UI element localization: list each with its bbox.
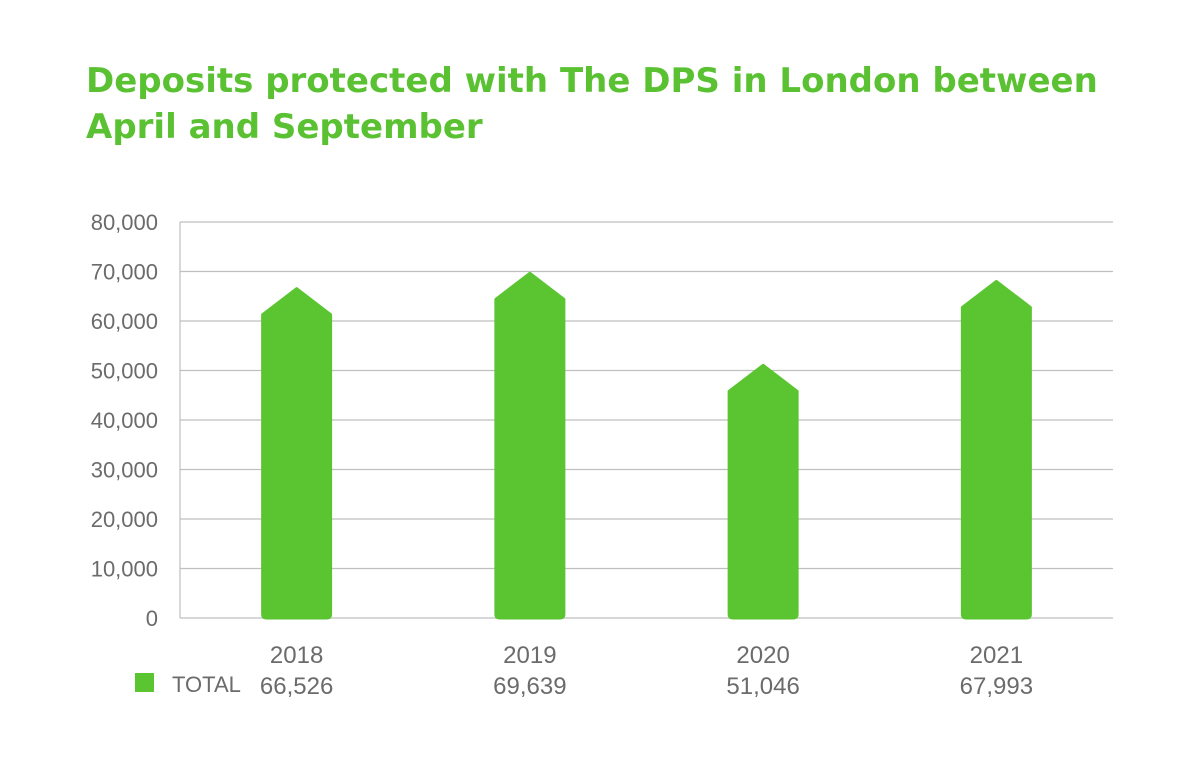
x-category-label: 2018 (270, 642, 323, 669)
bar-2018 (261, 287, 333, 620)
x-axis-labels: 2018 66,526 2019 69,639 2020 51,046 2021 67,993 (260, 642, 1033, 700)
legend-swatch-total (135, 673, 154, 692)
y-tick-label: 30,000 (91, 458, 158, 483)
y-tick-label: 10,000 (91, 557, 158, 582)
legend-label-total: TOTAL (172, 672, 241, 697)
y-tick-label: 40,000 (91, 408, 158, 433)
data-value-label: 67,993 (960, 673, 1033, 700)
chart-title-line-1: Deposits protected with The DPS in Londo… (86, 61, 1098, 101)
data-value-label: 66,526 (260, 673, 333, 700)
y-tick-label: 0 (146, 606, 158, 631)
bar-2020 (727, 363, 799, 620)
chart-title: Deposits protected with The DPS in Londo… (86, 58, 1146, 150)
x-category-label: 2019 (503, 642, 556, 669)
data-value-label: 51,046 (726, 673, 799, 700)
x-category-label: 2020 (736, 642, 789, 669)
y-tick-label: 60,000 (91, 309, 158, 334)
bar-2019 (494, 271, 566, 620)
y-tick-label: 70,000 (91, 260, 158, 285)
y-axis-tick-labels: 0 10,000 20,000 30,000 40,000 50,000 60,000 70,… (91, 210, 158, 631)
gridlines (179, 221, 1113, 619)
data-value-label: 69,639 (493, 673, 566, 700)
y-tick-label: 20,000 (91, 507, 158, 532)
legend: TOTAL (135, 672, 241, 697)
bar-2021 (960, 279, 1032, 620)
chart-title-line-2: April and September (86, 107, 483, 147)
bars (261, 271, 1032, 620)
y-tick-label: 80,000 (91, 210, 158, 235)
x-category-label: 2021 (970, 642, 1023, 669)
y-tick-label: 50,000 (91, 359, 158, 384)
